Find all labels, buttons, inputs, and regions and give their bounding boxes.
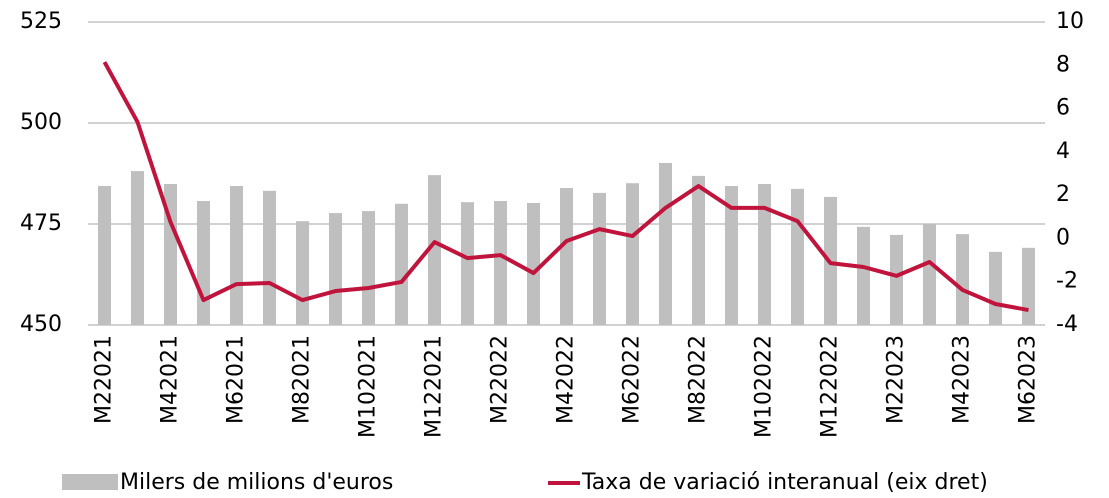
- y2-tick-label: 2: [1056, 182, 1070, 207]
- bar: [428, 175, 441, 325]
- bar: [758, 184, 771, 325]
- x-tick-label: M42023: [950, 335, 975, 424]
- legend-label: Milers de milions d'euros: [120, 470, 393, 495]
- x-tick-label: M122022: [818, 335, 843, 438]
- y2-tick-label: 6: [1056, 96, 1070, 121]
- bar: [329, 213, 342, 325]
- bar: [725, 186, 738, 325]
- legend-swatch: [62, 474, 118, 490]
- bar: [626, 183, 639, 325]
- bar: [197, 200, 210, 325]
- bar: [263, 190, 276, 325]
- bar: [989, 251, 1002, 325]
- x-tick-label: M62022: [620, 335, 645, 424]
- x-tick-label: M42021: [158, 335, 183, 424]
- y2-tick-label: 8: [1056, 52, 1070, 77]
- y2-tick-label: -2: [1056, 269, 1078, 294]
- y2-tick-label: -4: [1056, 312, 1078, 337]
- bar: [395, 203, 408, 325]
- x-tick-label: M82022: [686, 335, 711, 424]
- bar: [527, 202, 540, 325]
- x-tick-label: M62021: [224, 335, 249, 424]
- bar: [1022, 247, 1035, 325]
- bar: [692, 175, 705, 325]
- bar: [461, 202, 474, 325]
- bar: [659, 162, 672, 325]
- bar: [362, 211, 375, 325]
- y-tick-label: 475: [20, 211, 62, 236]
- y2-tick-label: 0: [1056, 225, 1070, 250]
- bar: [593, 192, 606, 325]
- bar: [98, 186, 111, 325]
- y-tick-label: 450: [20, 312, 62, 337]
- y-tick-label: 500: [20, 110, 62, 135]
- bar: [560, 188, 573, 325]
- bar: [230, 186, 243, 325]
- bar: [923, 224, 936, 325]
- legend-label: Taxa de variació interanual (eix dret): [581, 470, 988, 495]
- y2-tick-label: 4: [1056, 139, 1070, 164]
- line: [102, 61, 1029, 313]
- x-tick-label: M102022: [752, 335, 777, 438]
- x-tick-label: M42022: [554, 335, 579, 424]
- x-tick-label: M82021: [290, 335, 315, 424]
- bar: [956, 234, 969, 325]
- bar: [857, 226, 870, 325]
- bar: [890, 234, 903, 325]
- bar: [296, 221, 309, 325]
- x-tick-label: M22023: [884, 335, 909, 424]
- bar: [164, 184, 177, 325]
- y-tick-label: 525: [20, 9, 62, 34]
- bar: [791, 188, 804, 325]
- x-tick-label: M22022: [488, 335, 513, 424]
- x-tick-label: M102021: [356, 335, 381, 438]
- bar: [131, 171, 144, 325]
- x-tick-label: M122021: [422, 335, 447, 438]
- x-tick-label: M62023: [1016, 335, 1041, 424]
- y2-tick-label: 10: [1056, 9, 1084, 34]
- x-tick-label: M22021: [92, 335, 117, 424]
- bar: [494, 200, 507, 325]
